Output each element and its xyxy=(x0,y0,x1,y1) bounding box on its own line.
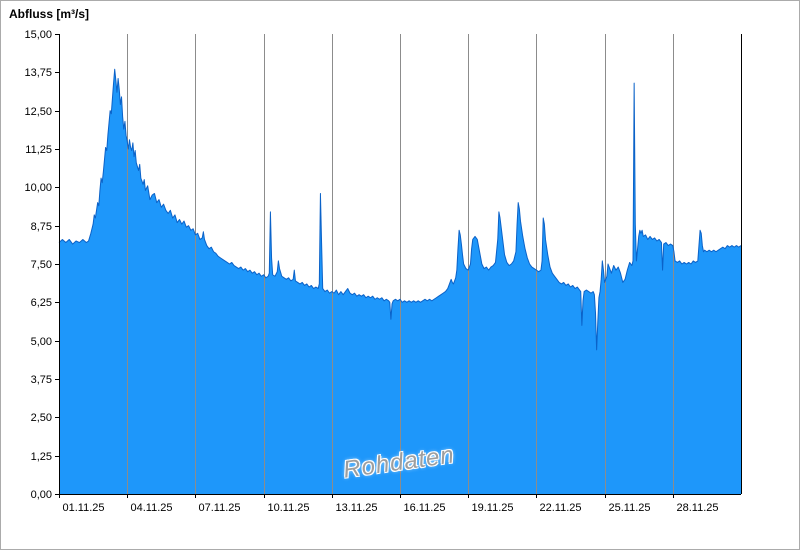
area-series xyxy=(59,69,741,495)
x-axis-tick-label: 04.11.25 xyxy=(131,502,173,514)
x-axis-tick-label: 19.11.25 xyxy=(472,502,514,514)
y-axis-tick-label: 15,00 xyxy=(24,29,52,41)
y-axis-tick-label: 7,50 xyxy=(31,259,52,271)
x-axis-tick-label: 22.11.25 xyxy=(540,502,582,514)
x-axis-tick-label: 25.11.25 xyxy=(609,502,651,514)
y-axis-tick-label: 0,00 xyxy=(31,489,52,501)
y-axis-tick-label: 11,25 xyxy=(25,144,52,156)
y-axis-tick-label: 8,75 xyxy=(31,221,52,233)
y-axis-tick-label: 5,00 xyxy=(31,336,52,348)
y-axis-tick-label: 6,25 xyxy=(31,297,52,309)
x-axis-tick-label: 10.11.25 xyxy=(268,502,310,514)
x-axis-tick-label: 07.11.25 xyxy=(199,502,241,514)
x-axis-tick-label: 16.11.25 xyxy=(404,502,446,514)
y-axis-tick-label: 13,75 xyxy=(24,67,52,79)
y-axis-tick-label: 12,50 xyxy=(24,106,52,118)
y-axis-tick-label: 2,50 xyxy=(31,412,52,424)
y-axis-tick-label: 10,00 xyxy=(24,182,52,194)
x-axis-tick-label: 28.11.25 xyxy=(677,502,719,514)
y-axis-tick-label: 1,25 xyxy=(31,451,52,463)
chart-title: Abfluss [m³/s] xyxy=(9,7,90,21)
series-outline xyxy=(58,68,742,351)
y-axis-tick-label: 3,75 xyxy=(31,374,52,386)
x-axis-tick-label: 13.11.25 xyxy=(336,502,378,514)
x-axis-tick-label: 01.11.25 xyxy=(63,502,105,514)
